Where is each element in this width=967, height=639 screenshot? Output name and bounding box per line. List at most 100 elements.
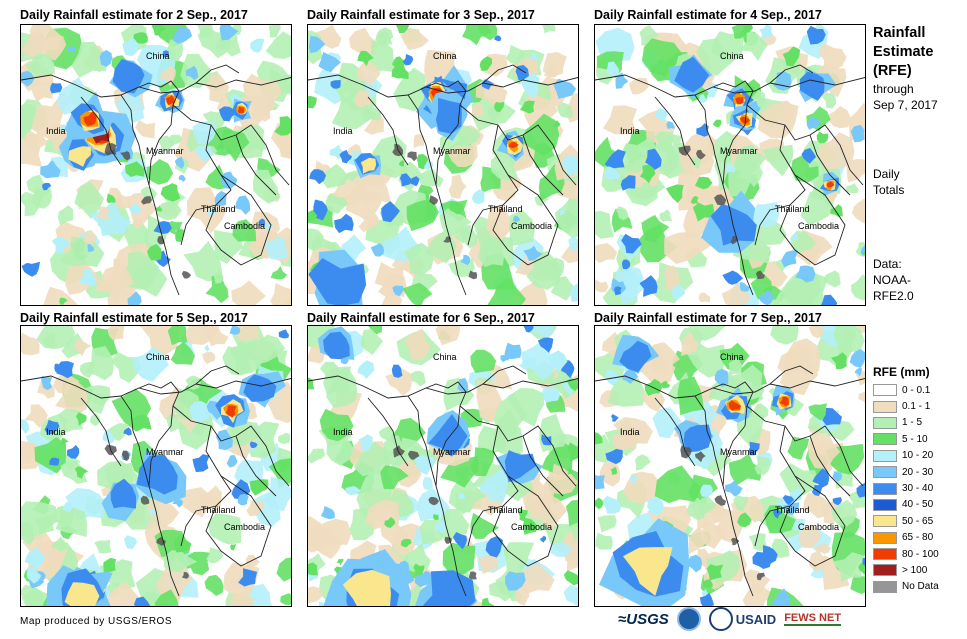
country-label-cambodia: Cambodia — [798, 522, 840, 532]
legend-item: 30 - 40 — [873, 480, 939, 496]
legend-rows: 0 - 0.1 0.1 - 1 1 - 5 5 - 10 10 - 20 20 - 30 3… — [873, 382, 939, 595]
rainfall-map-sep7: China India Myanmar Thailand Cambodia — [594, 325, 866, 607]
legend-swatch — [873, 531, 897, 544]
panel-title-sep6: Daily Rainfall estimate for 6 Sep., 2017 — [307, 311, 535, 325]
legend-swatch — [873, 580, 897, 593]
country-label-thailand: Thailand — [488, 204, 523, 214]
rainfall-field — [21, 326, 291, 606]
country-borders — [21, 365, 291, 597]
rainfall-map-sep2: China India Myanmar Thailand Cambodia — [20, 24, 292, 306]
legend-label: 30 - 40 — [902, 483, 934, 495]
country-label-myanmar: Myanmar — [720, 447, 758, 457]
country-label-china: China — [146, 352, 170, 362]
logo-strip: ≈USGS USAID FEWS NET — [618, 605, 849, 633]
title-line-1: Rainfall — [873, 25, 926, 41]
legend-label: 50 - 65 — [902, 515, 934, 527]
country-borders — [308, 365, 578, 597]
country-label-myanmar: Myanmar — [146, 146, 184, 156]
legend-label: 5 - 10 — [902, 433, 928, 445]
legend-label: No Data — [902, 581, 939, 593]
panel-title-sep3: Daily Rainfall estimate for 3 Sep., 2017 — [307, 8, 535, 22]
country-label-myanmar: Myanmar — [433, 146, 471, 156]
through-label: through — [873, 82, 914, 96]
map-canvas — [21, 25, 291, 305]
map-canvas — [308, 25, 578, 305]
country-borders — [308, 64, 578, 296]
rainfall-field — [308, 326, 578, 606]
rainfall-map-sep5: China India Myanmar Thailand Cambodia — [20, 325, 292, 607]
country-label-myanmar: Myanmar — [146, 447, 184, 457]
legend-swatch — [873, 515, 897, 528]
legend-item: 65 - 80 — [873, 530, 939, 546]
legend-label: 40 - 50 — [902, 499, 934, 511]
rainfall-map-sep4: China India Myanmar Thailand Cambodia — [594, 24, 866, 306]
usgs-logo: ≈USGS — [618, 610, 669, 628]
legend-item: 80 - 100 — [873, 546, 939, 562]
legend-item: 5 - 10 — [873, 431, 939, 447]
country-label-china: China — [720, 352, 744, 362]
country-borders — [21, 64, 291, 296]
coastline-shading — [680, 445, 765, 581]
legend-label: 20 - 30 — [902, 466, 934, 478]
country-label-myanmar: Myanmar — [720, 146, 758, 156]
through-date: Sep 7, 2017 — [873, 98, 938, 112]
sidebar-data-source: Data: NOAA- RFE2.0 — [873, 256, 914, 304]
country-label-cambodia: Cambodia — [511, 221, 553, 231]
legend-swatch — [873, 384, 897, 397]
legend-item: 10 - 20 — [873, 448, 939, 464]
country-label-cambodia: Cambodia — [224, 221, 266, 231]
map-canvas — [595, 326, 865, 606]
country-label-china: China — [146, 51, 170, 61]
legend-swatch — [873, 482, 897, 495]
data-source-line1: NOAA- — [873, 273, 912, 287]
coastline-shading — [392, 143, 478, 280]
data-source-line2: RFE2.0 — [873, 289, 914, 303]
legend-item: 40 - 50 — [873, 497, 939, 513]
data-label: Data: — [873, 257, 902, 271]
rainfall-field — [595, 25, 865, 305]
legend-label: 10 - 20 — [902, 450, 934, 462]
country-label-china: China — [433, 352, 457, 362]
map-credit: Map produced by USGS/EROS — [20, 616, 173, 627]
noaa-logo-icon — [676, 607, 701, 631]
title-line-3: (RFE) — [873, 63, 912, 79]
legend-swatch — [873, 449, 897, 462]
sidebar-title: Rainfall Estimate (RFE) through Sep 7, 2… — [873, 24, 938, 113]
daily-label: Daily — [873, 167, 900, 181]
country-label-cambodia: Cambodia — [798, 221, 840, 231]
legend-label: 1 - 5 — [902, 417, 923, 429]
country-label-india: India — [620, 427, 640, 437]
rainfall-map-sep6: China India Myanmar Thailand Cambodia — [307, 325, 579, 607]
panel-title-sep2: Daily Rainfall estimate for 2 Sep., 2017 — [20, 8, 248, 22]
rainfall-field — [308, 25, 578, 305]
country-label-cambodia: Cambodia — [224, 522, 266, 532]
legend-swatch — [873, 498, 897, 511]
country-borders — [595, 365, 865, 597]
legend-item: > 100 — [873, 562, 939, 578]
coastline-shading — [393, 445, 477, 580]
country-label-india: India — [333, 126, 353, 136]
map-canvas — [21, 326, 291, 606]
rainfall-field — [595, 326, 865, 606]
legend-label: 0 - 0.1 — [902, 384, 931, 396]
legend-swatch — [873, 433, 897, 446]
country-label-china: China — [433, 51, 457, 61]
country-label-india: India — [46, 427, 66, 437]
country-label-myanmar: Myanmar — [433, 447, 471, 457]
legend-title: RFE (mm) — [873, 365, 930, 379]
rainfall-field — [21, 25, 291, 305]
legend-label: > 100 — [902, 564, 928, 576]
legend-swatch — [873, 416, 897, 429]
country-label-india: India — [620, 126, 640, 136]
fews-net-logo: FEWS NET — [784, 612, 842, 626]
legend-item: No Data — [873, 579, 939, 595]
legend-label: 0.1 - 1 — [902, 401, 931, 413]
country-label-thailand: Thailand — [201, 505, 236, 515]
legend-swatch — [873, 400, 897, 413]
legend-item: 20 - 30 — [873, 464, 939, 480]
legend-swatch — [873, 548, 897, 561]
legend-item: 1 - 5 — [873, 415, 939, 431]
country-label-india: India — [46, 126, 66, 136]
map-canvas — [308, 326, 578, 606]
country-label-india: India — [333, 427, 353, 437]
